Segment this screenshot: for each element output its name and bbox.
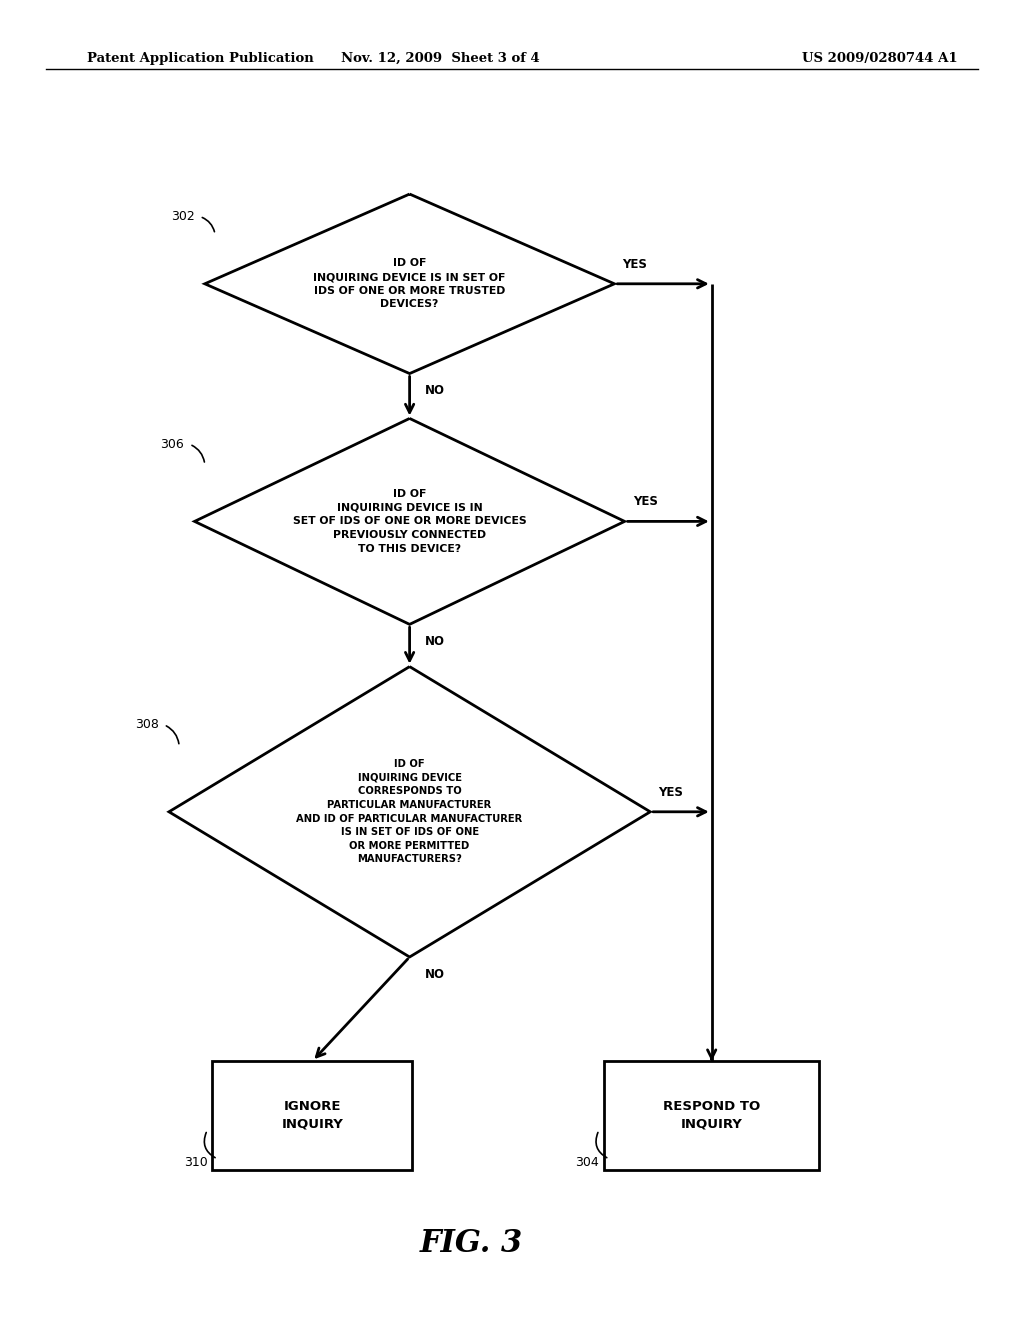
Text: YES: YES	[623, 257, 647, 271]
Text: 306: 306	[161, 438, 184, 450]
Text: YES: YES	[658, 785, 683, 799]
Text: IGNORE
INQUIRY: IGNORE INQUIRY	[282, 1100, 343, 1131]
Text: 310: 310	[183, 1156, 207, 1170]
Text: 302: 302	[171, 210, 195, 223]
Text: NO: NO	[425, 968, 445, 981]
Bar	[604, 1061, 819, 1170]
Text: ID OF
INQUIRING DEVICE IS IN SET OF
IDS OF ONE OR MORE TRUSTED
DEVICES?: ID OF INQUIRING DEVICE IS IN SET OF IDS …	[313, 259, 506, 309]
Text: 304: 304	[575, 1156, 599, 1170]
Text: 308: 308	[135, 718, 159, 731]
Text: YES: YES	[633, 495, 657, 508]
Text: FIG. 3: FIG. 3	[420, 1228, 522, 1259]
Text: Patent Application Publication: Patent Application Publication	[87, 51, 313, 65]
Bar	[213, 1061, 412, 1170]
Text: Nov. 12, 2009  Sheet 3 of 4: Nov. 12, 2009 Sheet 3 of 4	[341, 51, 540, 65]
Text: NO: NO	[425, 635, 445, 648]
Text: ID OF
INQUIRING DEVICE
CORRESPONDS TO
PARTICULAR MANUFACTURER
AND ID OF PARTICUL: ID OF INQUIRING DEVICE CORRESPONDS TO PA…	[297, 759, 522, 865]
Text: NO: NO	[425, 384, 445, 397]
Text: US 2009/0280744 A1: US 2009/0280744 A1	[802, 51, 957, 65]
Text: RESPOND TO
INQUIRY: RESPOND TO INQUIRY	[664, 1100, 760, 1131]
Text: ID OF
INQUIRING DEVICE IS IN
SET OF IDS OF ONE OR MORE DEVICES
PREVIOUSLY CONNEC: ID OF INQUIRING DEVICE IS IN SET OF IDS …	[293, 490, 526, 553]
